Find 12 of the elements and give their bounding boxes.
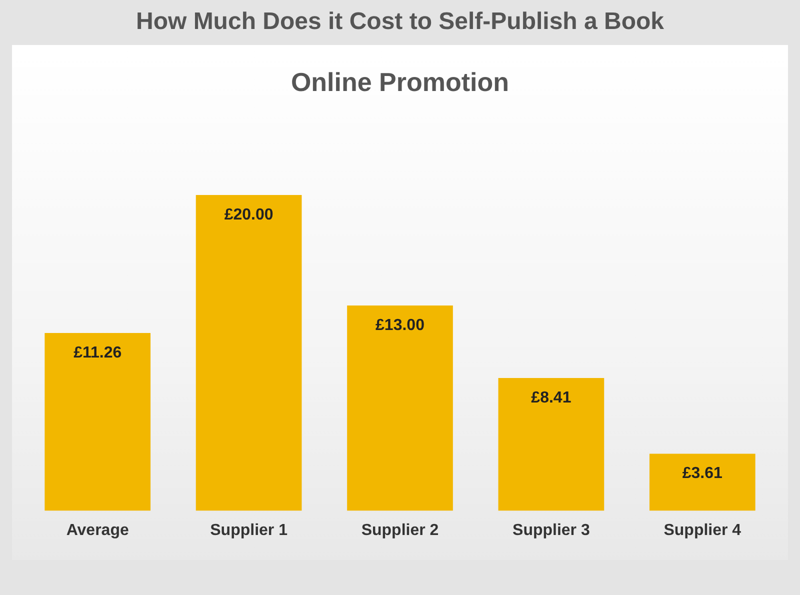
x-tick-label: Supplier 3 — [512, 522, 590, 539]
chart-title: How Much Does it Cost to Self-Publish a Book — [134, 8, 666, 36]
chart-subtitle: Online Promotion — [290, 67, 510, 98]
x-tick-label: Supplier 1 — [210, 522, 288, 539]
data-label: £20.00 — [224, 206, 274, 224]
data-label: £8.41 — [531, 389, 572, 406]
data-label: £11.26 — [74, 344, 122, 362]
x-tick-label: Supplier 2 — [361, 522, 439, 539]
data-label: £13.00 — [376, 316, 425, 334]
x-tick-label: Average — [66, 522, 129, 539]
x-tick-label: Supplier 4 — [664, 522, 742, 539]
data-label: £3.61 — [682, 465, 723, 482]
